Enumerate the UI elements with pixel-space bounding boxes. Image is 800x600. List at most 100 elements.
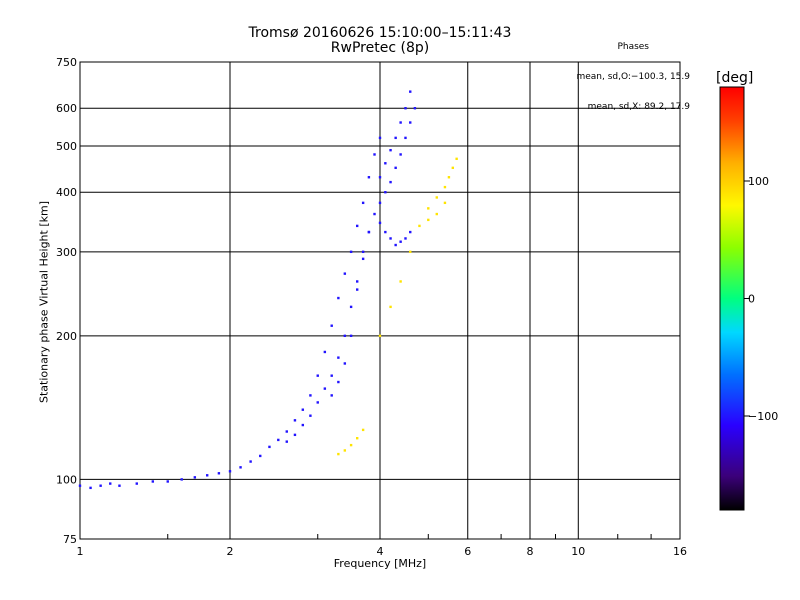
data-point-o xyxy=(343,362,347,365)
data-point-o xyxy=(399,121,402,124)
data-point-o xyxy=(389,180,392,184)
data-point-o xyxy=(399,153,402,156)
data-point-o xyxy=(394,166,397,170)
data-point-o xyxy=(409,121,412,124)
data-point-x xyxy=(427,218,430,222)
data-point-o xyxy=(409,90,412,93)
x-tick-label: 16 xyxy=(673,545,687,558)
data-point-o xyxy=(378,201,382,205)
data-point-o xyxy=(355,288,359,291)
data-point-x xyxy=(378,334,382,338)
data-point-o xyxy=(384,230,387,234)
data-point-o xyxy=(316,401,319,404)
y-axis-ticks: 75 100 200 300 400 500 600 750 xyxy=(56,56,77,546)
data-point-o xyxy=(301,408,305,411)
data-point-o xyxy=(413,107,417,110)
grid-lines xyxy=(80,62,680,539)
data-point-o xyxy=(389,237,392,240)
data-point-o xyxy=(349,250,353,254)
colorbar-ticks: 100 0 −100 xyxy=(744,175,778,423)
data-point-o xyxy=(404,136,407,140)
data-point-x xyxy=(355,437,359,440)
data-point-o xyxy=(118,484,121,487)
data-point-o xyxy=(109,482,112,485)
title-line-1: Tromsø 20160626 15:10:00–15:11:43 xyxy=(248,25,512,41)
data-point-o xyxy=(343,272,347,275)
data-point-o xyxy=(151,480,155,483)
data-point-o xyxy=(389,148,392,152)
data-point-o xyxy=(293,419,297,422)
data-point-o xyxy=(367,176,371,179)
data-point-o xyxy=(361,257,365,261)
data-point-o xyxy=(384,191,387,194)
title-line-2: RwPretec (8p) xyxy=(330,40,430,56)
y-tick-label: 600 xyxy=(56,102,77,115)
y-tick-label: 400 xyxy=(56,186,77,199)
data-point-o xyxy=(277,438,280,442)
data-point-o xyxy=(180,478,183,481)
data-point-o xyxy=(301,423,305,427)
data-point-o xyxy=(394,136,397,140)
data-point-o xyxy=(285,430,288,433)
data-point-o xyxy=(399,240,402,243)
data-point-o xyxy=(355,280,359,283)
data-point-x xyxy=(435,196,438,199)
data-point-o xyxy=(89,486,92,490)
data-point-o xyxy=(309,394,312,397)
data-point-x xyxy=(443,201,447,205)
y-tick-label: 750 xyxy=(56,56,77,69)
data-point-x xyxy=(409,250,412,254)
x-tick-label: 10 xyxy=(571,545,585,558)
data-point-o xyxy=(217,472,221,475)
colorbar-tick-label: 0 xyxy=(748,293,755,306)
data-point-o xyxy=(337,296,340,300)
x-tick-label: 8 xyxy=(527,545,534,558)
y-tick-label: 300 xyxy=(56,246,77,259)
data-point-o xyxy=(316,374,319,377)
data-point-x xyxy=(349,443,353,447)
x-tick-label: 2 xyxy=(227,545,234,558)
data-point-o xyxy=(343,334,347,338)
data-point-o xyxy=(249,460,252,463)
data-point-o xyxy=(337,356,340,359)
data-point-x xyxy=(343,449,347,452)
data-point-o xyxy=(378,221,382,225)
data-point-o xyxy=(349,305,353,309)
data-point-o xyxy=(135,482,138,485)
y-axis-label: Stationary phase Virtual Height [km] xyxy=(37,200,51,404)
data-point-x xyxy=(389,305,392,309)
data-point-o xyxy=(367,230,371,234)
data-point-o xyxy=(323,387,327,390)
data-point-x xyxy=(443,185,447,189)
data-point-o xyxy=(337,380,340,384)
x-tick-label: 1 xyxy=(77,545,84,558)
data-point-o xyxy=(330,374,333,377)
data-point-x xyxy=(361,428,365,432)
data-point-x xyxy=(435,212,438,216)
data-point-o xyxy=(373,153,376,156)
data-point-o xyxy=(361,250,365,254)
data-point-o xyxy=(349,334,353,338)
data-point-x xyxy=(455,157,458,161)
data-point-o xyxy=(193,476,197,479)
data-point-x xyxy=(418,224,421,228)
data-point-x xyxy=(427,207,430,210)
y-tick-label: 75 xyxy=(63,533,77,546)
colorbar xyxy=(719,86,745,511)
data-point-o xyxy=(404,237,407,240)
data-point-o xyxy=(409,230,412,234)
data-point-o xyxy=(99,484,102,487)
data-point-o xyxy=(355,224,359,228)
data-point-o xyxy=(205,474,209,477)
data-point-o xyxy=(378,176,382,179)
data-point-o xyxy=(285,440,288,443)
colorbar-unit: [deg] xyxy=(716,70,753,86)
x-tick-label: 6 xyxy=(464,545,471,558)
data-point-o xyxy=(268,445,271,449)
data-point-o xyxy=(404,107,407,110)
data-point-o xyxy=(330,324,333,327)
data-point-o xyxy=(394,243,397,247)
x-axis-ticks: 1 2 4 6 8 10 16 xyxy=(77,534,687,558)
x-tick-label: 4 xyxy=(377,545,384,558)
